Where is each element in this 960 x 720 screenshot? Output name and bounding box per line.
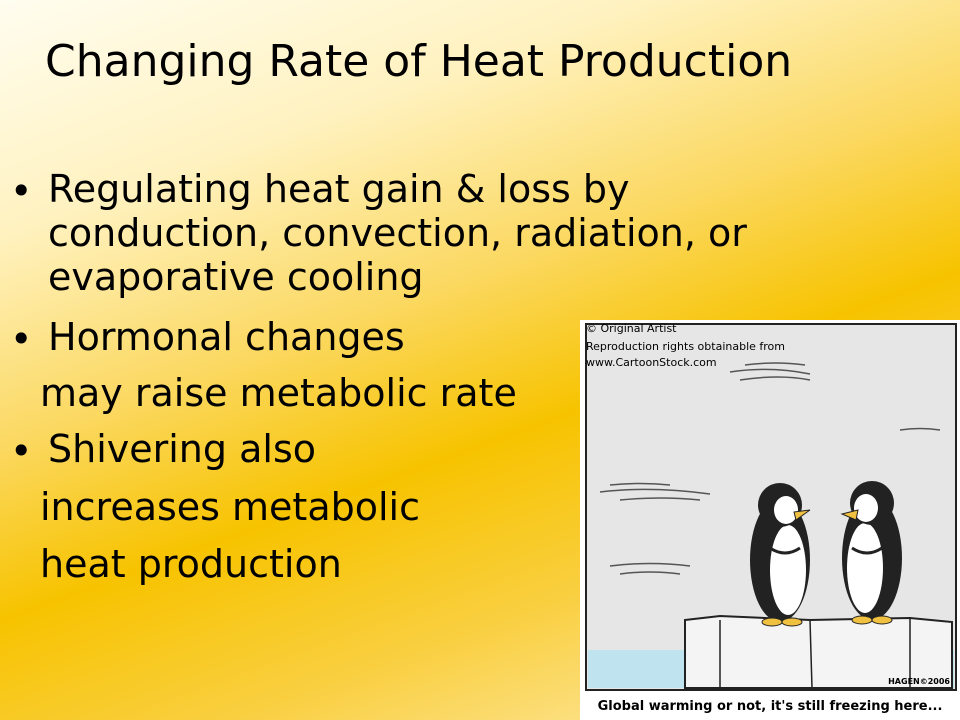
cartoon: © Original Artist Reproduction rights ob… [580,320,960,720]
signature: HAGEN©2006 [888,677,950,686]
cartoon-caption: Global warming or not, it's still freezi… [598,699,943,714]
bullet-text: Shivering also [48,427,316,471]
bullet-text: conduction, convection, radiation, or [48,211,747,255]
credit-text: © Original Artist [586,322,677,335]
bullet-text: increases metabolic [40,485,420,529]
bullet-dot: • [10,169,33,213]
credit-text: Reproduction rights obtainable from [586,340,785,353]
credit-text: www.CartoonStock.com [586,356,717,369]
bullet-text: heat production [40,542,342,586]
wind-lines [599,362,941,575]
bullet-text: Regulating heat gain & loss by [48,167,630,211]
slide-title: Changing Rate of Heat Production [45,36,793,87]
bullet-dot: • [10,317,33,361]
bullet-text: evaporative cooling [48,255,424,299]
bullet-text: may raise metabolic rate [40,371,517,415]
penguin [840,481,902,625]
ice-floe [684,614,953,689]
ice-cracks [719,618,911,689]
bullet-dot: • [10,429,33,473]
bullet-text: Hormonal changes [48,315,405,359]
penguin [750,483,811,627]
